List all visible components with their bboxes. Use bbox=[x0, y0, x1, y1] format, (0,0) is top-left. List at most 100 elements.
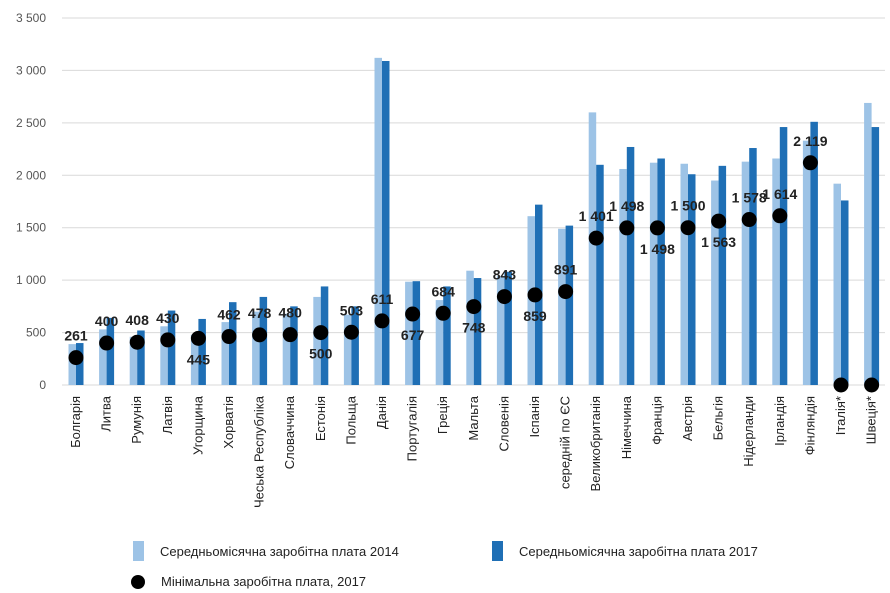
category-label: Нідерланди bbox=[741, 396, 756, 467]
min-wage-point bbox=[496, 289, 512, 305]
min-wage-point bbox=[741, 212, 757, 228]
category-label: Словенія bbox=[496, 396, 511, 451]
legend-item-2014: Середньомісячна заробітна плата 2014 bbox=[133, 541, 399, 561]
min-wage-point bbox=[833, 377, 849, 393]
min-wage-point bbox=[160, 332, 176, 348]
bar-2017 bbox=[198, 318, 206, 385]
bar-2014 bbox=[313, 296, 321, 385]
bar-2014 bbox=[221, 322, 229, 385]
bar-2014 bbox=[802, 140, 811, 385]
bar-2014 bbox=[833, 183, 841, 385]
category-label: Румунія bbox=[129, 396, 144, 444]
bar-2017 bbox=[810, 121, 818, 386]
category-label: Франція bbox=[649, 396, 664, 445]
bar-2017 bbox=[871, 127, 880, 386]
min-wage-point bbox=[99, 335, 115, 351]
category-label: Швеція* bbox=[864, 396, 879, 444]
min-wage-point bbox=[405, 306, 421, 322]
min-wage-data-label: 2 119 bbox=[793, 133, 827, 149]
y-tick-label: 2 000 bbox=[16, 168, 46, 182]
bar-2014 bbox=[282, 313, 291, 385]
min-wage-data-label: 1 401 bbox=[579, 208, 614, 224]
bar-2014 bbox=[619, 168, 627, 385]
y-tick-label: 3 000 bbox=[16, 63, 46, 77]
bar-2017 bbox=[167, 310, 176, 385]
bar-2014 bbox=[680, 163, 688, 385]
category-label: середній по ЄС bbox=[558, 396, 573, 489]
category-label: Фінляндія bbox=[802, 396, 817, 455]
y-tick-label: 1 500 bbox=[16, 221, 46, 235]
legend-swatch-2017 bbox=[492, 541, 503, 561]
min-wage-data-label: 1 563 bbox=[701, 234, 736, 250]
min-wage-point bbox=[802, 155, 818, 171]
y-tick-label: 500 bbox=[26, 326, 46, 340]
min-wage-data-label: 1 498 bbox=[609, 198, 644, 214]
category-label: Угорщина bbox=[190, 395, 205, 455]
min-wage-data-label: 1 578 bbox=[732, 190, 767, 206]
min-wage-data-label: 503 bbox=[340, 302, 364, 318]
bar-2014 bbox=[374, 57, 382, 386]
x-axis-category-labels: Болгарія Литва Румунія Латвія Угорщина Хорват… bbox=[68, 395, 879, 508]
category-label: Австрія bbox=[680, 396, 695, 441]
category-label: Греція bbox=[435, 396, 450, 434]
bar-2017 bbox=[657, 158, 665, 385]
min-wage-data-label: 748 bbox=[462, 320, 486, 336]
legend-label-2014: Середньомісячна заробітна плата 2014 bbox=[160, 543, 399, 559]
min-wage-data-label: 843 bbox=[493, 267, 517, 283]
bar-2014 bbox=[129, 336, 138, 385]
bar-2017 bbox=[137, 330, 145, 385]
min-wage-markers bbox=[68, 155, 880, 393]
min-wage-point bbox=[649, 220, 665, 236]
bar-2017 bbox=[504, 271, 512, 385]
category-label: Італія* bbox=[833, 396, 848, 435]
min-wage-point bbox=[466, 299, 482, 315]
min-wage-point bbox=[558, 284, 574, 300]
min-wage-point bbox=[68, 350, 84, 366]
y-axis-ticks: 0 500 1 000 1 500 2 000 2 500 3 000 3 500 bbox=[16, 11, 46, 392]
bar-2017 bbox=[749, 148, 757, 385]
min-wage-data-label: 891 bbox=[554, 262, 578, 278]
min-wage-point bbox=[527, 287, 543, 303]
category-label: Німеччина bbox=[619, 395, 634, 459]
category-label: Польща bbox=[343, 395, 358, 444]
bar-2017 bbox=[718, 165, 727, 385]
bar-2014 bbox=[772, 158, 780, 385]
min-wage-data-label: 1 500 bbox=[670, 198, 705, 214]
legend-swatch-2014 bbox=[133, 541, 144, 561]
min-wage-data-label: 1 498 bbox=[640, 241, 675, 257]
bar-2017 bbox=[412, 281, 421, 385]
min-wage-point bbox=[711, 213, 727, 229]
y-tick-label: 0 bbox=[39, 378, 46, 392]
bar-2017 bbox=[382, 60, 390, 386]
min-wage-data-label: 400 bbox=[95, 313, 119, 329]
bar-2014 bbox=[190, 334, 199, 385]
bar-2014 bbox=[252, 311, 260, 385]
min-wage-data-label: 430 bbox=[156, 310, 180, 326]
bar-2014 bbox=[405, 281, 413, 385]
min-wage-point bbox=[190, 330, 206, 346]
legend-item-2017: Середньомісячна заробітна плата 2017 bbox=[492, 541, 758, 561]
min-wage-data-label: 261 bbox=[64, 328, 88, 344]
min-wage-data-label: 1 614 bbox=[762, 186, 797, 202]
bar-2017 bbox=[626, 146, 635, 385]
y-tick-label: 2 500 bbox=[16, 116, 46, 130]
min-wage-data-label: 500 bbox=[309, 346, 333, 362]
category-label: Латвія bbox=[160, 396, 175, 434]
min-wage-data-label: 408 bbox=[126, 312, 150, 328]
min-wage-data-label: 611 bbox=[371, 291, 394, 307]
bar-2014 bbox=[466, 270, 474, 385]
min-wage-data-label: 677 bbox=[401, 327, 425, 343]
min-wage-point bbox=[588, 230, 604, 246]
bars bbox=[68, 57, 880, 386]
min-wage-point bbox=[619, 220, 635, 236]
min-wage-point bbox=[374, 313, 390, 329]
bar-2017 bbox=[565, 225, 574, 385]
bar-2017 bbox=[229, 302, 237, 385]
category-label: Словаччина bbox=[282, 395, 297, 469]
min-wage-data-label: 445 bbox=[187, 351, 211, 367]
min-wage-data-label: 478 bbox=[248, 305, 272, 321]
legend-label-2017: Середньомісячна заробітна плата 2017 bbox=[519, 543, 758, 559]
bar-2014 bbox=[343, 314, 352, 385]
bar-2014 bbox=[68, 344, 76, 385]
